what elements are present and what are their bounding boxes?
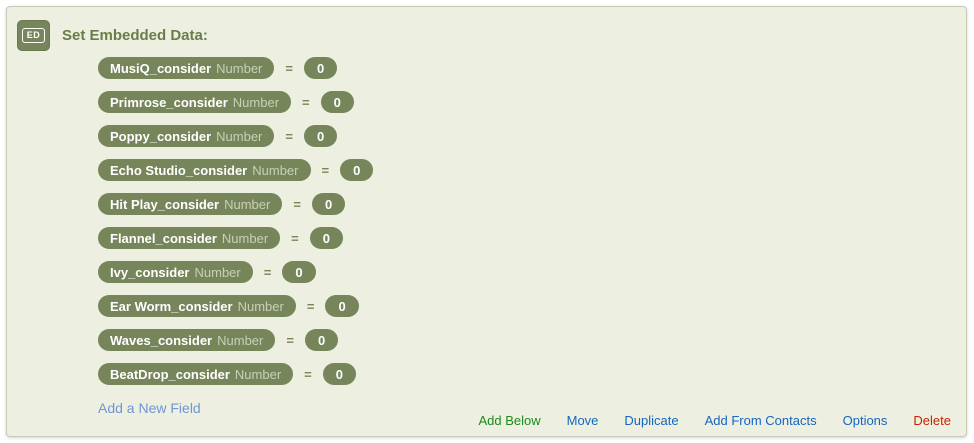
equals-sign: = [263, 264, 272, 280]
field-name: BeatDrop_consider [110, 366, 230, 382]
equals-sign: = [321, 162, 330, 178]
field-pill[interactable]: Waves_consider Number [98, 329, 276, 351]
field-value-pill[interactable]: 0 [303, 125, 338, 147]
field-name: Flannel_consider [110, 230, 217, 246]
field-name: MusiQ_consider [110, 60, 212, 76]
field-type: Number [224, 196, 271, 212]
block-title: Set Embedded Data: [62, 27, 208, 44]
field-pill[interactable]: Primrose_consider Number [98, 91, 292, 113]
action-duplicate[interactable]: Duplicate [624, 413, 679, 428]
field-pill[interactable]: BeatDrop_consider Number [98, 363, 294, 385]
field-row: Ivy_consider Number = 0 [98, 261, 966, 283]
embedded-data-icon-label: ED [21, 28, 46, 43]
field-pill[interactable]: Hit Play_consider Number [98, 193, 283, 215]
field-type: Number [234, 366, 282, 382]
field-value: 0 [333, 94, 341, 110]
equals-sign: = [306, 298, 315, 314]
field-value-pill[interactable]: 0 [304, 329, 339, 351]
block-header: ED Set Embedded Data: [7, 7, 966, 51]
field-type: Number [252, 162, 299, 178]
action-add-below[interactable]: Add Below [478, 413, 541, 428]
field-row: Poppy_consider Number = 0 [98, 125, 966, 147]
field-pill[interactable]: MusiQ_consider Number [98, 57, 275, 79]
field-value-pill[interactable]: 0 [303, 57, 338, 79]
equals-sign: = [286, 332, 294, 348]
field-value-pill[interactable]: 0 [325, 295, 359, 317]
field-row: Primrose_consider Number = 0 [98, 91, 966, 113]
field-pill[interactable]: Flannel_consider Number [98, 227, 281, 249]
field-name: Waves_consider [110, 332, 213, 348]
field-pill[interactable]: Echo Studio_consider Number [98, 159, 311, 181]
field-type: Number [216, 60, 263, 76]
equals-sign: = [302, 94, 310, 110]
field-row: Flannel_consider Number = 0 [98, 227, 966, 249]
field-value-pill[interactable]: 0 [282, 261, 316, 283]
field-name: Ear Worm_consider [110, 298, 233, 314]
field-pill[interactable]: Ear Worm_consider Number [98, 295, 296, 317]
equals-sign: = [291, 230, 299, 246]
add-new-field-link[interactable]: Add a New Field [98, 400, 201, 416]
field-value: 0 [335, 366, 343, 382]
field-pill[interactable]: Ivy_consider Number [98, 261, 253, 283]
field-value-pill[interactable]: 0 [311, 193, 346, 215]
field-row: Echo Studio_consider Number = 0 [98, 159, 966, 181]
action-bar: Add Below Move Duplicate Add From Contac… [478, 413, 951, 428]
field-value: 0 [322, 230, 330, 246]
action-add-from-contacts[interactable]: Add From Contacts [704, 413, 817, 428]
field-value: 0 [353, 162, 361, 178]
equals-sign: = [285, 60, 293, 76]
field-type: Number [194, 264, 241, 280]
field-value-pill[interactable]: 0 [340, 159, 374, 181]
action-move[interactable]: Move [566, 413, 599, 428]
equals-sign: = [285, 128, 293, 144]
equals-sign: = [304, 366, 312, 382]
field-name: Ivy_consider [110, 264, 190, 280]
equals-sign: = [293, 196, 301, 212]
field-value-pill[interactable]: 0 [320, 91, 354, 113]
fields-list: MusiQ_consider Number = 0 Primrose_consi… [98, 57, 966, 385]
field-value: 0 [316, 128, 325, 144]
field-type: Number [221, 230, 269, 246]
field-type: Number [216, 128, 263, 144]
field-value-pill[interactable]: 0 [309, 227, 343, 249]
field-name: Poppy_consider [110, 128, 212, 144]
field-pill[interactable]: Poppy_consider Number [98, 125, 275, 147]
field-row: BeatDrop_consider Number = 0 [98, 363, 966, 385]
field-name: Hit Play_consider [110, 196, 220, 212]
field-value-pill[interactable]: 0 [322, 363, 356, 385]
field-name: Echo Studio_consider [110, 162, 248, 178]
field-value: 0 [316, 60, 325, 76]
field-row: Ear Worm_consider Number = 0 [98, 295, 966, 317]
field-row: Waves_consider Number = 0 [98, 329, 966, 351]
field-type: Number [237, 298, 284, 314]
field-row: MusiQ_consider Number = 0 [98, 57, 966, 79]
embedded-data-block: ED Set Embedded Data: MusiQ_consider Num… [6, 6, 967, 437]
action-options[interactable]: Options [842, 413, 888, 428]
field-type: Number [232, 94, 280, 110]
field-value: 0 [317, 332, 326, 348]
field-value: 0 [324, 196, 333, 212]
field-row: Hit Play_consider Number = 0 [98, 193, 966, 215]
field-value: 0 [295, 264, 303, 280]
field-name: Primrose_consider [110, 94, 228, 110]
action-delete[interactable]: Delete [913, 413, 951, 428]
embedded-data-icon: ED [17, 20, 50, 51]
field-value: 0 [338, 298, 346, 314]
field-type: Number [217, 332, 264, 348]
